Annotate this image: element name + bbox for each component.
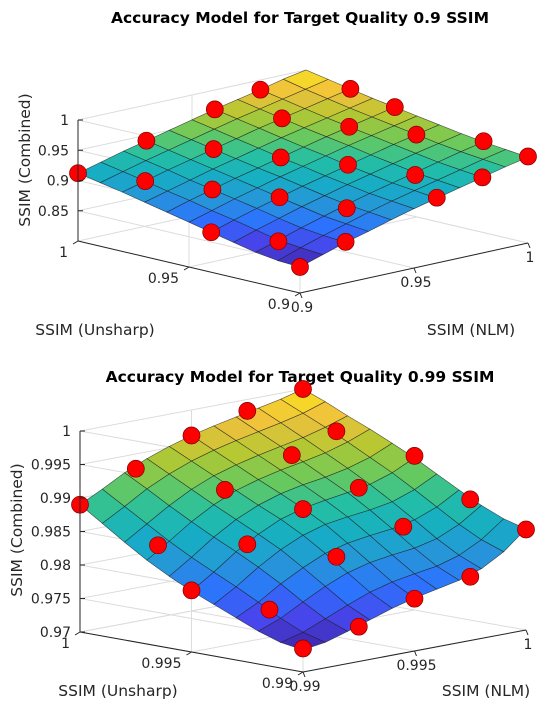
data-point <box>238 535 257 554</box>
y-tick-label: 1 <box>61 636 70 652</box>
data-point <box>271 148 290 167</box>
x-tick-mark <box>525 629 529 636</box>
data-point <box>203 180 222 199</box>
y-tick-label: 0.95 <box>148 271 179 287</box>
y-tick-label: 0.9 <box>268 297 290 313</box>
data-point <box>182 426 201 445</box>
y-tick-mark <box>186 651 192 656</box>
data-point <box>385 98 404 116</box>
x-tick-mark <box>302 671 306 678</box>
data-point <box>349 478 368 497</box>
axes-layer: 0.990.99510.990.99510.970.9750.980.9850.… <box>31 424 533 695</box>
x-tick-label: 0.95 <box>400 275 431 291</box>
data-point <box>461 490 480 509</box>
data-point <box>182 581 201 600</box>
z-tick-label: 1 <box>62 424 71 440</box>
z-tick-label: 1 <box>60 113 69 129</box>
data-point <box>260 600 279 619</box>
y-tick-label: 1 <box>59 245 68 261</box>
y-tick-mark <box>297 671 304 676</box>
data-point <box>205 100 224 119</box>
data-point <box>337 199 356 218</box>
surface-plot-top: Accuracy Model for Target Quality 0.9 SS… <box>16 9 537 339</box>
z-tick-label: 0.975 <box>31 592 71 608</box>
x-axis-label: SSIM (NLM) <box>427 321 515 339</box>
data-point <box>273 109 291 128</box>
y-axis-label: SSIM (Unsharp) <box>35 321 154 339</box>
chart-title: Accuracy Model for Target Quality 0.9 SS… <box>111 9 489 27</box>
data-point <box>341 80 360 98</box>
data-point <box>269 232 288 251</box>
x-tick-label: 0.995 <box>396 658 436 674</box>
x-tick-label: 1 <box>524 637 533 653</box>
x-tick-mark <box>527 242 531 249</box>
x-axis-label: SSIM (NLM) <box>442 682 530 700</box>
z-tick-label: 0.95 <box>38 143 69 159</box>
data-point <box>294 380 312 398</box>
data-point <box>461 567 480 586</box>
x-tick-label: 0.99 <box>289 679 320 695</box>
z-tick-label: 0.85 <box>38 204 69 220</box>
data-point <box>340 117 359 136</box>
surface-plot-bottom: Accuracy Model for Target Quality 0.99 S… <box>8 368 535 700</box>
data-point <box>405 447 424 465</box>
data-point <box>336 233 355 251</box>
data-point <box>238 402 257 420</box>
y-tick-label: 0.99 <box>262 676 293 692</box>
surface-patch <box>277 247 324 268</box>
z-tick-label: 0.985 <box>31 525 71 541</box>
data-point <box>251 80 270 99</box>
y-tick-mark <box>183 266 190 271</box>
z-tick-label: 0.995 <box>31 458 71 474</box>
axes-layer: 0.9 0.95 1 0.9 0.95 1 0.85 0.9 0.95 1 <box>38 113 535 316</box>
data-point <box>394 517 413 536</box>
chart-title: Accuracy Model for Target Quality 0.99 S… <box>106 368 495 386</box>
data-point <box>202 223 221 242</box>
data-point <box>282 446 301 464</box>
data-points-layer <box>69 80 537 276</box>
data-point <box>126 459 145 478</box>
z-tick-label: 0.99 <box>40 491 71 507</box>
data-point <box>270 188 289 207</box>
data-point <box>474 132 493 151</box>
data-point <box>473 168 492 187</box>
surface-layer <box>77 69 529 268</box>
data-point <box>327 422 346 441</box>
x-tick-mark <box>413 267 417 274</box>
data-point <box>149 536 167 555</box>
y-tick-label: 0.995 <box>141 656 181 672</box>
y-axis-label: SSIM (Unsharp) <box>58 682 177 700</box>
x-tick-label: 0.9 <box>291 300 313 316</box>
data-point <box>294 639 312 658</box>
data-point <box>291 258 309 276</box>
data-point <box>294 500 312 518</box>
x-tick-mark <box>414 650 417 657</box>
data-point <box>519 147 537 166</box>
data-point <box>407 125 426 144</box>
y-tick-mark <box>74 631 81 636</box>
y-tick-mark <box>294 292 301 297</box>
data-point <box>405 589 424 608</box>
data-point <box>327 547 346 566</box>
x-tick-mark <box>299 292 303 299</box>
data-point <box>406 166 425 184</box>
y-tick-mark <box>72 240 79 245</box>
data-point <box>427 188 446 207</box>
data-point <box>204 140 223 158</box>
data-point <box>339 155 357 174</box>
data-point <box>137 131 156 150</box>
z-axis-label: SSIM (Combined) <box>16 93 34 226</box>
z-tick-label: 0.9 <box>47 174 69 190</box>
z-tick-label: 0.97 <box>40 625 71 641</box>
z-axis-label: SSIM (Combined) <box>8 463 26 596</box>
x-tick-label: 1 <box>526 250 535 266</box>
data-points-layer <box>71 380 535 658</box>
data-point <box>349 617 368 636</box>
data-point <box>216 481 234 499</box>
data-point <box>136 172 155 190</box>
data-point <box>517 520 535 539</box>
z-tick-label: 0.98 <box>40 558 71 574</box>
